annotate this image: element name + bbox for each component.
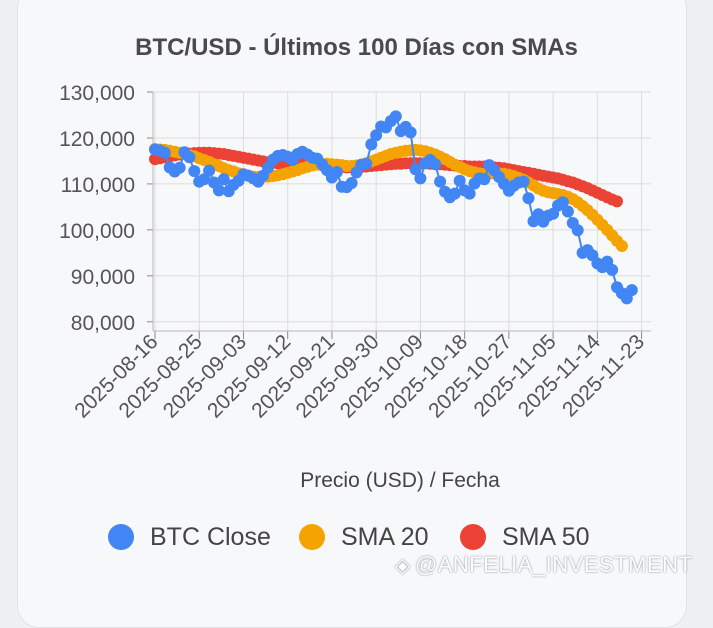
watermark-text: @ANFELIA_INVESTMENT (414, 552, 693, 577)
data-point (365, 138, 378, 151)
data-point (606, 263, 619, 276)
data-point (615, 240, 628, 252)
data-point (463, 187, 476, 200)
y-tick-label: 80,000 (71, 312, 135, 335)
y-tick-label: 130,000 (59, 82, 135, 105)
data-point (330, 166, 343, 178)
legend-marker (460, 524, 486, 550)
data-point (571, 224, 584, 237)
data-point (429, 158, 442, 171)
series-layer (149, 110, 638, 305)
data-point (183, 151, 196, 164)
data-point (404, 126, 417, 139)
watermark: ◈ @ANFELIA_INVESTMENT (395, 552, 692, 578)
data-point (561, 205, 574, 218)
data-point (389, 110, 402, 123)
series-sma-20 (149, 143, 628, 252)
legend-label: SMA 50 (502, 523, 590, 551)
data-point (188, 165, 201, 178)
data-point (158, 146, 171, 159)
btc-line-chart: 80,000 90,000 100,000 110,000 120,000 130,000… (59, 82, 651, 551)
y-tick-label: 90,000 (71, 266, 135, 289)
chart-title: BTC/USD - Últimos 100 Días con SMAs (135, 34, 578, 61)
data-point (625, 284, 638, 297)
data-point (611, 195, 623, 208)
data-point (212, 184, 225, 197)
data-point (448, 187, 461, 200)
y-tick-label: 110,000 (61, 174, 135, 197)
data-point (370, 129, 383, 142)
data-point (478, 173, 491, 186)
data-point (345, 177, 358, 189)
y-tick-label: 100,000 (59, 220, 135, 243)
x-axis-title: Precio (USD) / Fecha (300, 469, 500, 492)
data-point (434, 175, 447, 188)
y-tick-label: 120,000 (59, 128, 135, 151)
data-point (453, 174, 466, 187)
data-point (360, 157, 373, 170)
data-point (409, 163, 422, 176)
legend-label: SMA 20 (341, 523, 429, 551)
data-point (522, 192, 535, 205)
series-btc-close (149, 110, 638, 305)
legend: BTC Close SMA 20 SMA 50 (108, 523, 590, 551)
data-point (198, 173, 211, 186)
legend-label: BTC Close (150, 523, 271, 551)
legend-marker (108, 524, 134, 550)
data-point (203, 164, 216, 177)
legend-marker (299, 524, 325, 550)
data-point (414, 172, 427, 185)
data-point (517, 175, 530, 188)
axes: 80,000 90,000 100,000 110,000 120,000 130,000… (59, 82, 651, 492)
diamond-logo-icon: ◈ (395, 555, 411, 577)
data-point (173, 161, 186, 174)
data-point (217, 173, 230, 186)
data-point (556, 196, 569, 209)
chart-card (17, 0, 687, 628)
